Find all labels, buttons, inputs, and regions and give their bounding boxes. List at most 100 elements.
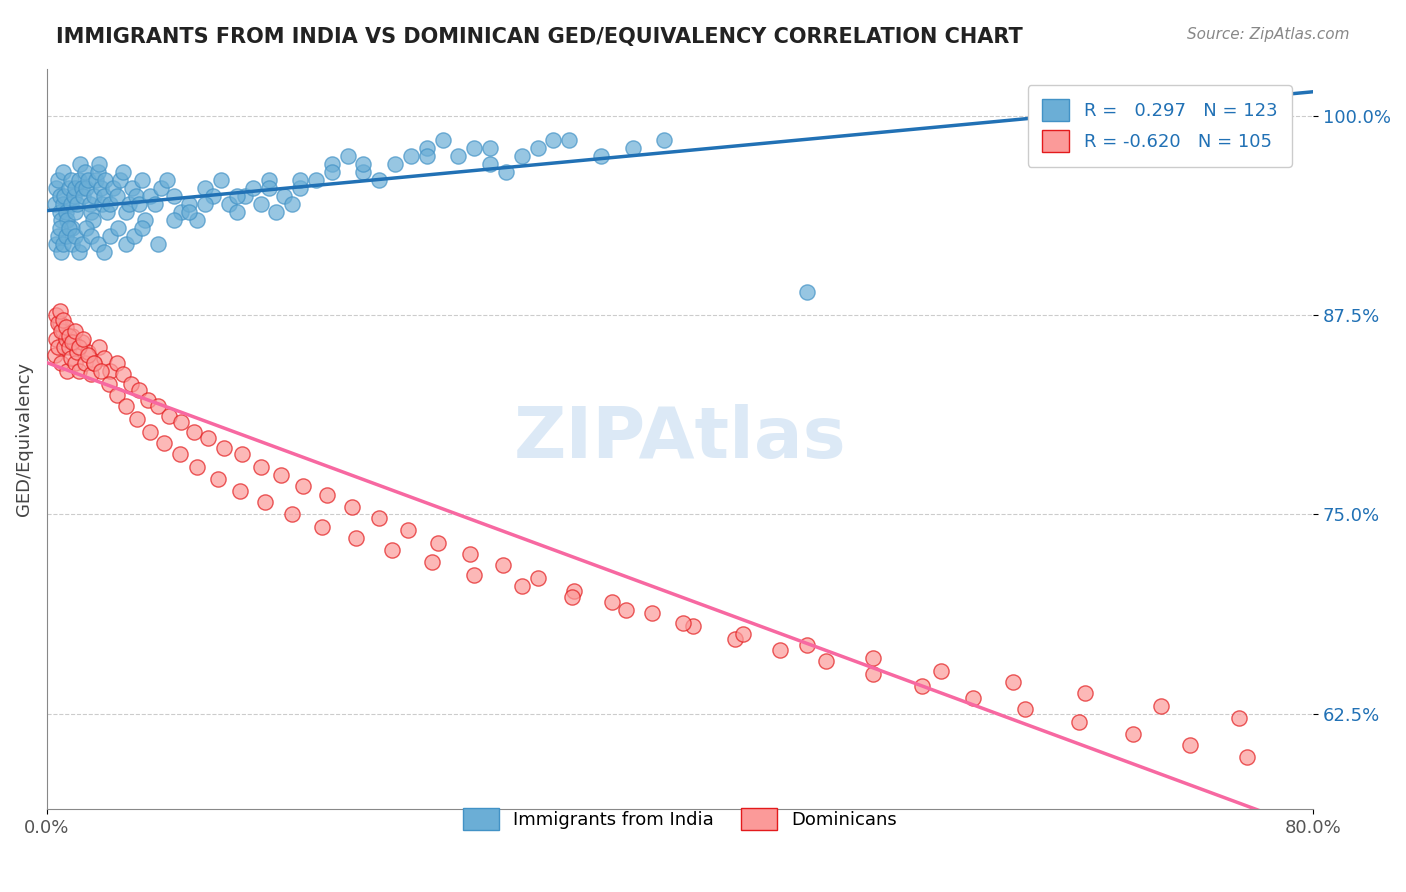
- Point: [90, 181, 112, 195]
- Point: [212, 441, 235, 455]
- Point: [58, 181, 80, 195]
- Point: [93, 189, 115, 203]
- Point: [479, 141, 502, 155]
- Point: [558, 133, 581, 147]
- Point: [353, 165, 375, 179]
- Point: [60, 236, 83, 251]
- Point: [45, 332, 67, 346]
- Point: [75, 220, 97, 235]
- Point: [342, 500, 364, 514]
- Point: [479, 157, 502, 171]
- Point: [862, 650, 884, 665]
- Point: [399, 149, 422, 163]
- Point: [273, 189, 295, 203]
- Point: [242, 181, 264, 195]
- Point: [59, 197, 82, 211]
- Point: [83, 356, 105, 370]
- Point: [49, 212, 72, 227]
- Point: [66, 197, 89, 211]
- Point: [65, 205, 87, 219]
- Point: [48, 317, 70, 331]
- Point: [194, 197, 217, 211]
- Point: [733, 627, 755, 641]
- Point: [796, 638, 818, 652]
- Point: [724, 632, 747, 646]
- Point: [86, 165, 108, 179]
- Point: [153, 435, 176, 450]
- Point: [86, 236, 108, 251]
- Point: [225, 189, 247, 203]
- Point: [929, 664, 952, 678]
- Point: [48, 220, 70, 235]
- Point: [600, 595, 623, 609]
- Point: [80, 368, 103, 382]
- Point: [769, 643, 792, 657]
- Point: [58, 220, 80, 235]
- Point: [55, 205, 77, 219]
- Point: [218, 197, 240, 211]
- Point: [149, 181, 172, 195]
- Point: [281, 197, 304, 211]
- Point: [67, 340, 90, 354]
- Point: [162, 189, 184, 203]
- Point: [98, 364, 121, 378]
- Point: [77, 173, 100, 187]
- Point: [316, 488, 339, 502]
- Point: [115, 399, 138, 413]
- Point: [44, 197, 66, 211]
- Point: [60, 220, 83, 235]
- Point: [45, 309, 67, 323]
- Point: [796, 285, 818, 299]
- Point: [1122, 727, 1144, 741]
- Point: [911, 680, 934, 694]
- Point: [75, 181, 97, 195]
- Point: [526, 141, 548, 155]
- Point: [44, 348, 66, 362]
- Point: [186, 459, 208, 474]
- Point: [94, 173, 117, 187]
- Point: [52, 324, 75, 338]
- Point: [321, 165, 343, 179]
- Point: [862, 666, 884, 681]
- Point: [56, 364, 79, 378]
- Point: [249, 459, 271, 474]
- Point: [589, 149, 612, 163]
- Point: [1227, 711, 1250, 725]
- Point: [72, 332, 94, 346]
- Point: [58, 329, 80, 343]
- Point: [368, 173, 391, 187]
- Point: [115, 205, 138, 219]
- Point: [65, 324, 87, 338]
- Point: [1014, 702, 1036, 716]
- Point: [1001, 674, 1024, 689]
- Point: [131, 220, 153, 235]
- Point: [146, 236, 169, 251]
- Point: [79, 197, 101, 211]
- Point: [814, 654, 837, 668]
- Point: [67, 364, 90, 378]
- Point: [53, 340, 76, 354]
- Point: [131, 173, 153, 187]
- Point: [52, 313, 75, 327]
- Point: [458, 547, 481, 561]
- Point: [98, 228, 121, 243]
- Point: [134, 212, 156, 227]
- Point: [463, 568, 485, 582]
- Point: [156, 173, 179, 187]
- Point: [70, 335, 93, 350]
- Point: [73, 165, 96, 179]
- Point: [49, 244, 72, 259]
- Point: [80, 205, 103, 219]
- Point: [225, 205, 247, 219]
- Point: [492, 558, 515, 573]
- Point: [89, 340, 111, 354]
- Point: [139, 425, 162, 439]
- Point: [381, 542, 404, 557]
- Point: [561, 591, 583, 605]
- Point: [55, 228, 77, 243]
- Point: [621, 141, 644, 155]
- Point: [416, 141, 439, 155]
- Point: [53, 189, 76, 203]
- Point: [56, 212, 79, 227]
- Point: [207, 472, 229, 486]
